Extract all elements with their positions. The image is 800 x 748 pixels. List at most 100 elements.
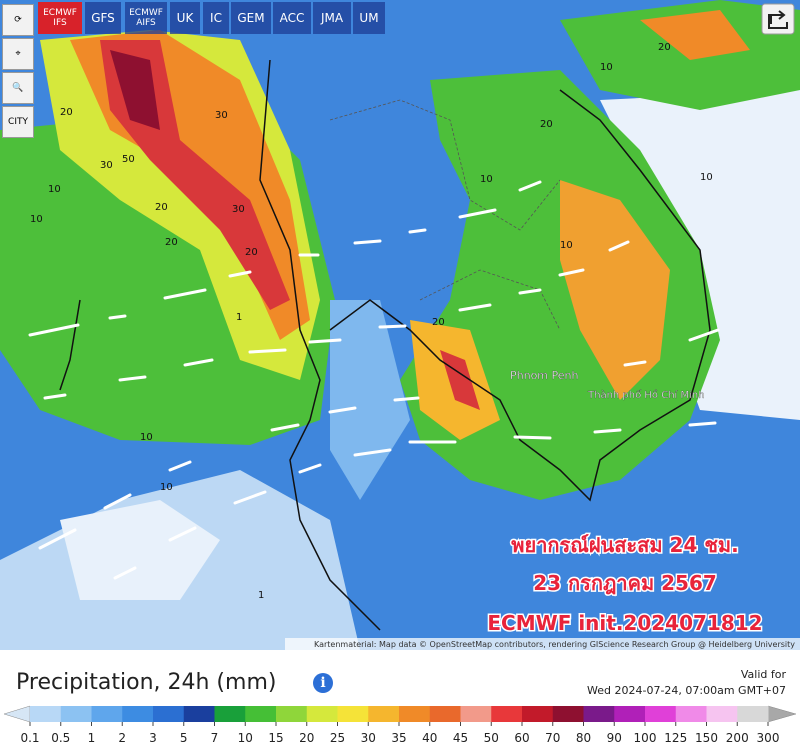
color-swatch [552,706,584,722]
zoom-button[interactable]: 🔍 [2,72,34,104]
tick-label: 0.1 [20,731,39,745]
tick-label: 15 [268,731,283,745]
overlay-text: ECMWF init.2024071812 [487,611,762,635]
color-swatch [30,706,62,722]
tick-label: 150 [695,731,718,745]
tick-label: 30 [361,731,376,745]
overlay-text: 23 กรกฎาคม 2567 [533,571,717,595]
tick-label: 1 [88,731,96,745]
contour-label: 10 [140,432,153,443]
tick-label: 45 [453,731,468,745]
wind-arrows [28,180,720,580]
share-icon [768,10,788,29]
contour-label: 1 [258,590,264,601]
color-swatch [491,706,523,722]
contour-label: 10 [600,62,613,73]
border [329,99,561,331]
model-tab[interactable]: ECMWF AIFS [125,2,167,34]
color-swatch [429,706,461,722]
contour-label: 10 [480,174,493,185]
model-tab[interactable]: UK [170,2,200,34]
model-tab[interactable]: ACC [273,2,311,34]
tick-label: 5 [180,731,188,745]
share-button[interactable] [761,3,795,35]
color-swatch [614,706,646,722]
color-swatch [276,706,308,722]
rain-area [640,10,750,60]
model-tab[interactable]: UM [353,2,385,34]
color-swatch [183,706,215,722]
valid-time: Wed 2024-07-24, 07:00am GMT+07 [587,684,786,697]
tick-label: 3 [149,731,157,745]
dry-area [60,500,220,600]
contour-label: 30 [100,160,113,171]
model-tab[interactable]: ECMWF IFS [38,2,82,34]
contour-label: 20 [245,247,258,258]
color-swatch [522,706,554,722]
color-swatch [675,706,707,722]
contour-label: 30 [232,204,245,215]
tick-label: 300 [757,731,780,745]
valid-label: Valid for [740,668,786,681]
tick-label: 0.5 [51,731,70,745]
contour-label: 20 [540,119,553,130]
tick-label: 100 [634,731,657,745]
color-swatch [368,706,400,722]
contour-label: 10 [30,214,43,225]
contour-label: 30 [215,110,228,121]
contour-label: 1 [236,312,242,323]
tick-label: 90 [607,731,622,745]
refresh-button[interactable]: ⟳ [2,4,34,36]
tick-label: 80 [576,731,591,745]
tick-label: 2 [118,731,126,745]
tick-label: 200 [726,731,749,745]
map[interactable]: 20 30 50 30 20 10 10 20 10 30 20 10 20 10 10 1 1 10 20 20 10… [0,0,800,650]
color-swatch [91,706,123,722]
color-swatch [706,706,738,722]
rain-area [110,50,160,130]
tick-label: 40 [422,731,437,745]
contour-label: 10 [48,184,61,195]
contour-label: 20 [155,202,168,213]
over-arrow [767,705,797,723]
model-tab[interactable]: JMA [313,2,351,34]
contour-label: 10 [700,172,713,183]
tick-label: 70 [545,731,560,745]
tick-label: 125 [664,731,687,745]
color-swatch [245,706,277,722]
tick-label: 7 [211,731,219,745]
forecast-overlay: พยากรณ์ฝนสะสม 24 ชม. 23 กรกฎาคม 2567 ECMWF… [486,532,764,637]
rain-area [440,350,480,410]
model-tab[interactable]: IC [203,2,229,34]
model-tab[interactable]: GFS [85,2,121,34]
rain-area [560,180,670,400]
color-swatch [214,706,246,722]
locate-button[interactable]: ⌖ [2,38,34,70]
contour-label: 20 [658,42,671,53]
contour-label: 20 [60,107,73,118]
tick-label: 50 [484,731,499,745]
contour-label: 10 [160,482,173,493]
overlay-text: พยากรณ์ฝนสะสม 24 ชม. [511,533,738,557]
tick-label: 60 [514,731,529,745]
color-swatch [337,706,369,722]
city-button[interactable]: CITY [2,106,34,138]
color-swatch [399,706,431,722]
contour-label: 20 [165,237,178,248]
info-button[interactable]: i [313,673,333,693]
tick-label: 10 [238,731,253,745]
contour-label: 50 [122,154,135,165]
place-label: Thành phố Hồ Chí Minh [587,389,705,401]
tick-label: 25 [330,731,345,745]
place-label: Phnom Penh [510,369,578,382]
color-swatch [306,706,338,722]
place-labels: Phnom Penh Thành phố Hồ Chí Minh [510,369,705,401]
tick-label: 20 [299,731,314,745]
attribution: Kartenmaterial: Map data © OpenStreetMap… [314,640,795,649]
model-tab[interactable]: GEM [231,2,271,34]
attribution-bg [285,638,800,650]
color-swatch [460,706,492,722]
under-arrow [3,705,31,723]
legend-title: Precipitation, 24h (mm) [16,670,277,695]
